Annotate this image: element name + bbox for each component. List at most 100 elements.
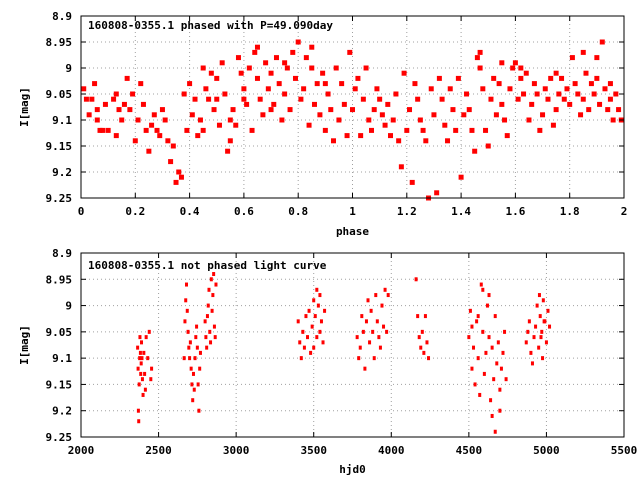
data-point xyxy=(138,335,142,340)
data-point xyxy=(320,70,326,76)
data-point xyxy=(113,133,119,139)
data-point xyxy=(203,319,207,324)
data-point xyxy=(150,366,154,371)
data-point xyxy=(178,174,184,180)
data-point xyxy=(504,377,508,382)
data-point xyxy=(468,308,472,313)
data-point xyxy=(309,44,315,50)
y-tick-label: 9.15 xyxy=(46,378,73,391)
data-point xyxy=(143,127,149,133)
data-point xyxy=(607,81,613,87)
data-point xyxy=(290,49,296,55)
data-point xyxy=(355,75,361,81)
data-point xyxy=(366,298,370,303)
data-point xyxy=(499,101,505,107)
data-point xyxy=(188,356,192,361)
data-point xyxy=(360,314,364,319)
y-tick-label: 9.1 xyxy=(52,114,72,127)
data-point xyxy=(572,81,578,87)
data-point xyxy=(534,91,540,97)
data-point xyxy=(393,91,399,97)
data-point xyxy=(489,398,493,403)
data-point xyxy=(545,96,551,102)
data-point xyxy=(268,107,274,113)
data-point xyxy=(92,81,98,87)
x-tick-label: 5000 xyxy=(533,444,560,457)
data-point xyxy=(417,335,421,340)
data-point xyxy=(616,107,622,113)
x-tick-label: 1.2 xyxy=(397,205,417,218)
x-tick-label: 1.6 xyxy=(505,205,525,218)
data-point xyxy=(541,356,545,361)
phased-x-axis-label: phase xyxy=(336,225,369,238)
data-point xyxy=(476,356,480,361)
data-point xyxy=(382,122,388,128)
y-tick-label: 9 xyxy=(65,300,72,313)
data-point xyxy=(371,329,375,334)
data-point xyxy=(442,122,448,128)
data-point xyxy=(419,345,423,350)
data-point xyxy=(470,366,474,371)
data-point xyxy=(149,122,155,128)
data-point xyxy=(580,96,586,102)
data-point xyxy=(328,107,334,113)
data-point xyxy=(350,107,355,113)
data-point xyxy=(535,303,539,308)
data-point xyxy=(475,319,479,324)
data-point xyxy=(319,319,323,324)
data-point xyxy=(507,86,513,92)
data-point xyxy=(526,117,532,123)
x-tick-label: 3000 xyxy=(223,444,250,457)
data-point xyxy=(510,65,516,71)
x-tick-label: 4000 xyxy=(378,444,405,457)
data-point xyxy=(188,340,192,345)
data-point xyxy=(235,55,241,61)
data-point xyxy=(499,60,505,66)
data-point xyxy=(315,287,319,292)
data-point xyxy=(127,107,133,113)
data-point xyxy=(382,324,386,329)
data-point xyxy=(561,96,567,102)
data-point xyxy=(546,308,550,313)
data-point xyxy=(151,112,157,118)
data-point xyxy=(209,277,213,282)
data-point xyxy=(292,75,298,81)
data-point xyxy=(358,345,362,350)
data-point xyxy=(119,117,125,123)
data-point xyxy=(210,308,214,313)
y-tick-label: 8.95 xyxy=(46,36,73,49)
data-point xyxy=(575,91,581,97)
data-point xyxy=(539,335,543,340)
data-point xyxy=(502,117,508,123)
y-tick-label: 9.05 xyxy=(46,326,73,339)
data-point xyxy=(540,329,544,334)
data-point xyxy=(487,293,491,298)
data-point xyxy=(238,70,244,76)
data-point xyxy=(532,335,536,340)
data-point xyxy=(553,107,559,113)
data-point xyxy=(216,122,222,128)
data-point xyxy=(439,96,445,102)
data-point xyxy=(330,138,336,144)
data-point xyxy=(137,382,141,387)
data-point xyxy=(363,65,369,71)
data-point xyxy=(279,117,285,123)
data-point xyxy=(302,345,306,350)
data-point xyxy=(227,138,233,144)
data-point xyxy=(483,127,489,133)
data-point xyxy=(474,55,480,61)
data-point xyxy=(493,429,497,434)
data-point xyxy=(306,335,310,340)
data-point xyxy=(477,49,483,55)
data-point xyxy=(257,96,263,102)
data-point xyxy=(361,329,365,334)
data-point xyxy=(428,86,434,92)
data-point xyxy=(219,60,225,66)
data-point xyxy=(322,127,328,133)
x-tick-label: 1 xyxy=(349,205,356,218)
data-point xyxy=(496,81,502,87)
phased-y-ticks: 8.9 8.95 9 9.05 9.1 9.15 9.2 9.25 xyxy=(46,10,624,205)
data-point xyxy=(518,65,524,71)
